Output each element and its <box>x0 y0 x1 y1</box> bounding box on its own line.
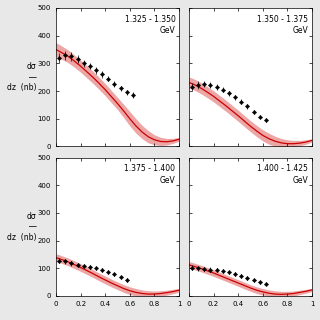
Text: 1.350 - 1.375
GeV: 1.350 - 1.375 GeV <box>257 15 308 35</box>
Y-axis label: dσ
―
dz  (nb): dσ ― dz (nb) <box>7 62 36 92</box>
Text: 1.375 - 1.400
GeV: 1.375 - 1.400 GeV <box>124 164 175 185</box>
Y-axis label: dσ
―
dz  (nb): dσ ― dz (nb) <box>7 212 36 242</box>
Text: 1.400 - 1.425
GeV: 1.400 - 1.425 GeV <box>257 164 308 185</box>
Text: 1.325 - 1.350
GeV: 1.325 - 1.350 GeV <box>124 15 175 35</box>
